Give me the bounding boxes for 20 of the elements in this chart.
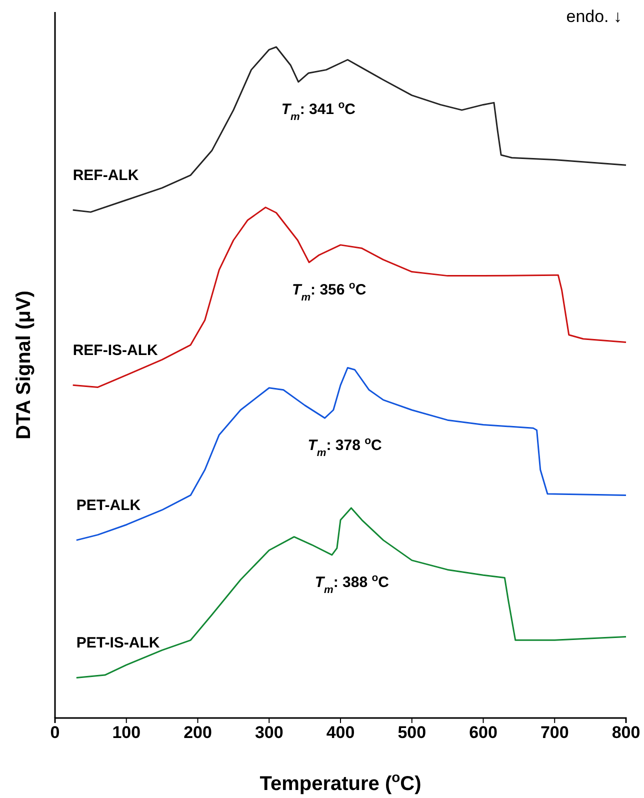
x-tick-label: 0 [50, 723, 60, 742]
annotation: T$_{m}$: 341 $^{o}$C [281, 98, 356, 123]
series-label: PET-ALK [76, 497, 141, 514]
x-tick-label: 800 [612, 723, 640, 742]
x-tick-label: 700 [540, 723, 569, 742]
x-tick-label: 200 [184, 723, 212, 742]
annotation: T$_{m}$: 378 $^{o}$C [308, 435, 382, 460]
series-label: REF-ALK [72, 167, 139, 184]
x-tick-label: 100 [112, 723, 141, 742]
x-tick-label: 400 [326, 723, 355, 742]
x-tick-label: 300 [254, 723, 284, 742]
y-axis-title: DTA Signal (μV) [13, 290, 35, 440]
x-tick-label: 600 [469, 723, 498, 742]
series-label: PET-IS-ALK [76, 634, 160, 652]
annotation: T$_{m}$: 356 $^{o}$C [292, 279, 366, 304]
annotation: T$_{m}$: 388 $^{o}$C [314, 572, 390, 596]
series-label: REF-IS-ALK [72, 342, 158, 360]
text: endo. ↓ [566, 7, 622, 26]
x-tick-label: 500 [398, 723, 426, 742]
x-axis-title: Temperature ($^{o}$C) [260, 769, 422, 795]
